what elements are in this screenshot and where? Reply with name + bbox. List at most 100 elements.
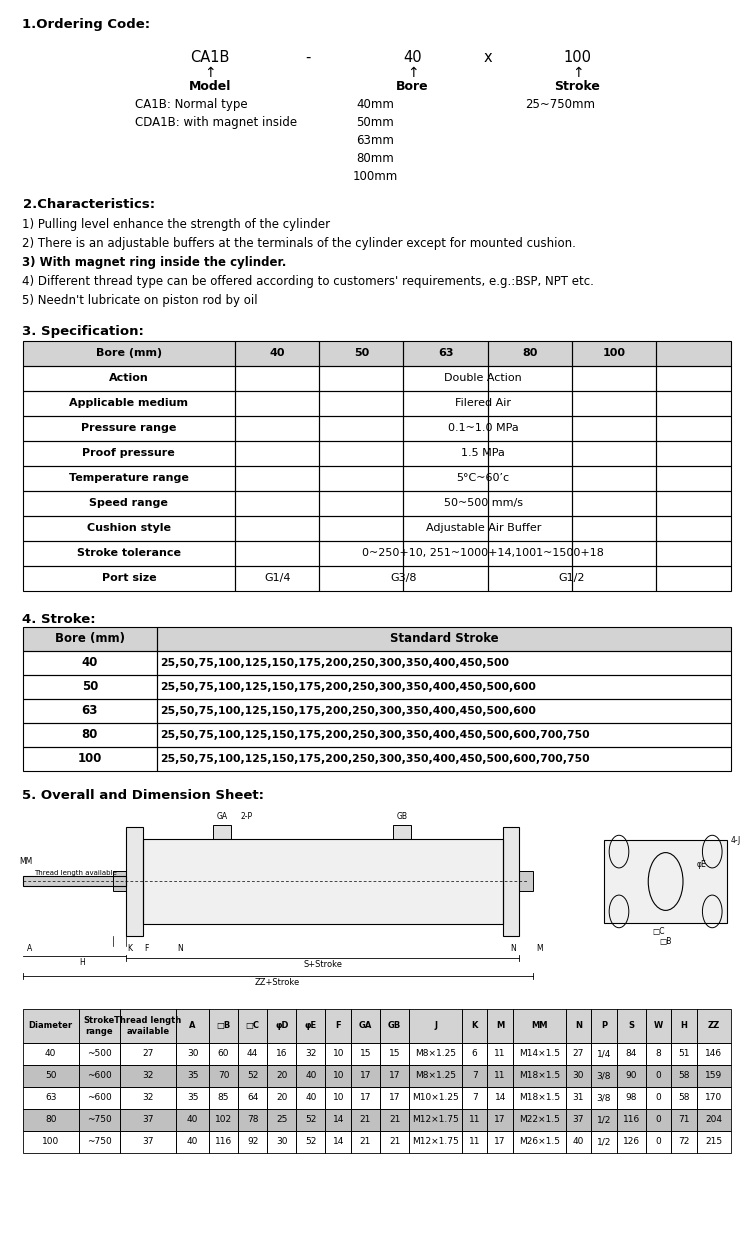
Text: 17: 17 — [360, 1094, 371, 1102]
Text: Temperature range: Temperature range — [69, 474, 189, 484]
Text: □C: □C — [652, 927, 664, 936]
Bar — [22, 416, 235, 441]
Bar — [671, 1042, 697, 1065]
Bar — [267, 1109, 296, 1131]
Text: Stroke tolerance: Stroke tolerance — [76, 549, 181, 559]
Bar — [616, 1109, 646, 1131]
Bar — [604, 840, 727, 923]
Bar — [267, 1042, 296, 1065]
Text: □B: □B — [659, 936, 672, 946]
Bar — [236, 441, 320, 466]
Bar — [616, 1042, 646, 1065]
Bar — [238, 1109, 267, 1131]
Bar — [213, 826, 231, 839]
Text: M18×1.5: M18×1.5 — [519, 1071, 560, 1080]
Bar — [488, 1065, 513, 1087]
Bar — [519, 872, 532, 892]
Text: 0: 0 — [656, 1071, 662, 1080]
Text: 40: 40 — [187, 1137, 198, 1146]
Bar — [22, 723, 158, 747]
Bar — [120, 1009, 176, 1042]
Text: 40mm: 40mm — [356, 99, 394, 111]
Text: 80: 80 — [45, 1116, 56, 1125]
Bar — [22, 392, 235, 416]
Bar — [697, 1087, 731, 1109]
Bar — [646, 1065, 671, 1087]
Text: M12×1.75: M12×1.75 — [413, 1116, 459, 1125]
Text: N: N — [510, 944, 516, 953]
Text: 78: 78 — [247, 1116, 259, 1125]
Bar — [410, 1109, 462, 1131]
Bar — [213, 826, 231, 839]
Bar — [503, 827, 519, 936]
Bar — [22, 1087, 79, 1109]
Text: 20: 20 — [276, 1071, 287, 1080]
Bar — [656, 466, 731, 491]
Text: 50: 50 — [354, 348, 369, 358]
Text: 40: 40 — [269, 348, 285, 358]
Bar — [326, 1065, 351, 1087]
Bar — [656, 340, 731, 367]
Bar — [656, 340, 731, 367]
Bar — [697, 1009, 731, 1042]
Bar — [326, 1042, 351, 1065]
Text: 40: 40 — [305, 1071, 316, 1080]
Bar — [22, 651, 158, 675]
Text: 116: 116 — [622, 1116, 640, 1125]
Bar — [296, 1087, 326, 1109]
Bar — [513, 1131, 566, 1153]
Bar — [462, 1109, 488, 1131]
Bar — [209, 1087, 238, 1109]
Text: 14: 14 — [494, 1094, 506, 1102]
Text: 63: 63 — [82, 705, 98, 717]
Bar — [176, 1009, 209, 1042]
Text: 40: 40 — [45, 1050, 56, 1059]
Text: 25,50,75,100,125,150,175,200,250,300,350,400,450,500,600,700,750: 25,50,75,100,125,150,175,200,250,300,350… — [160, 729, 590, 739]
Bar — [209, 1109, 238, 1131]
Bar — [566, 1009, 591, 1042]
Bar — [488, 1009, 513, 1042]
Bar — [503, 827, 519, 936]
Text: 50~500 mm/s: 50~500 mm/s — [444, 499, 523, 509]
Text: GB: GB — [396, 812, 407, 821]
Text: 6: 6 — [472, 1050, 478, 1059]
Text: 27: 27 — [142, 1050, 154, 1059]
Text: Model: Model — [189, 80, 231, 94]
Bar — [176, 1065, 209, 1087]
Bar — [320, 340, 404, 367]
Bar — [656, 441, 731, 466]
Bar — [404, 566, 488, 591]
Text: M: M — [496, 1021, 504, 1030]
Bar — [462, 1087, 488, 1109]
Text: M10×1.25: M10×1.25 — [413, 1094, 459, 1102]
Bar — [326, 1009, 351, 1042]
Bar — [158, 651, 731, 675]
Bar — [351, 1087, 380, 1109]
Text: 100mm: 100mm — [352, 170, 398, 183]
Bar — [296, 1087, 326, 1109]
Text: □B: □B — [217, 1021, 231, 1030]
Bar — [326, 1087, 351, 1109]
Text: G1/2: G1/2 — [559, 574, 585, 584]
Bar — [404, 340, 488, 367]
Text: 2-P: 2-P — [241, 812, 253, 821]
Text: Bore (mm): Bore (mm) — [55, 632, 125, 646]
Bar — [646, 1087, 671, 1109]
Text: 20: 20 — [276, 1094, 287, 1102]
Bar — [236, 566, 320, 591]
Bar — [646, 1065, 671, 1087]
Bar — [22, 340, 235, 367]
Bar — [404, 541, 488, 566]
Bar — [410, 1087, 462, 1109]
Bar — [320, 541, 404, 566]
Bar — [519, 872, 532, 892]
Text: 21: 21 — [360, 1116, 371, 1125]
Bar — [646, 1009, 671, 1042]
Bar — [22, 1087, 79, 1109]
Text: 1.Ordering Code:: 1.Ordering Code: — [22, 17, 151, 31]
Bar — [616, 1087, 646, 1109]
Text: 100: 100 — [602, 348, 625, 358]
Text: 0: 0 — [656, 1116, 662, 1125]
Text: 100: 100 — [42, 1137, 59, 1146]
Bar — [646, 1109, 671, 1131]
